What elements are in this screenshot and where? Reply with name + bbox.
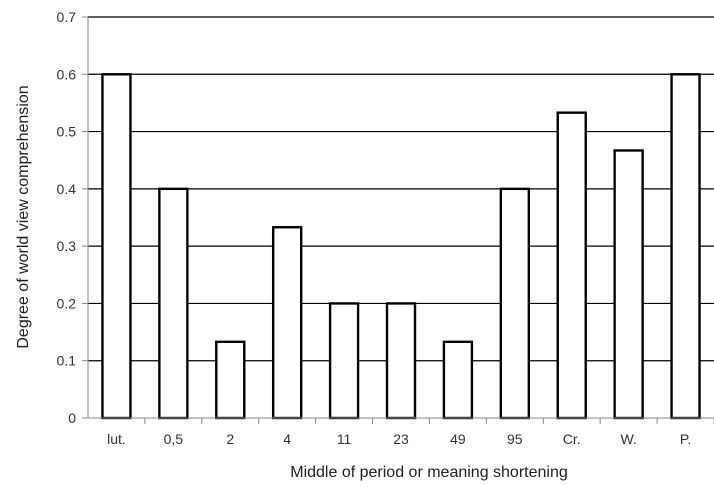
bar [158, 187, 189, 420]
bar [556, 111, 587, 420]
x-tick-label: 4 [283, 431, 291, 447]
x-axis-title: Middle of period or meaning shortening [290, 464, 568, 481]
x-tick-label: 95 [507, 431, 523, 447]
y-tick-labels: 0 0.1 0.2 0.3 0.4 0.5 0.6 0.7 [57, 9, 77, 426]
x-tick-label: 11 [337, 431, 352, 447]
bar [328, 302, 360, 420]
bar [670, 73, 701, 420]
bar [613, 149, 644, 420]
x-tick-label: 2 [226, 431, 234, 447]
x-tick-label: 49 [450, 431, 466, 447]
bar [215, 340, 246, 420]
y-tick-label: 0.3 [57, 238, 77, 254]
gridlines [82, 16, 714, 419]
y-tick-label: 0.6 [57, 66, 77, 82]
bars [101, 73, 701, 420]
bar [271, 226, 303, 420]
y-tick-label: 0 [68, 410, 76, 426]
x-tick-label: lut. [107, 431, 126, 447]
x-tick-label: 23 [393, 431, 409, 447]
x-tick-label: 0,5 [164, 431, 184, 447]
x-tick-labels: lut. 0,5 2 4 11 23 49 95 Cr. W. P. [107, 418, 714, 447]
bar [101, 73, 132, 420]
bar [442, 340, 474, 420]
y-tick-label: 0.5 [57, 124, 77, 140]
axes [87, 17, 714, 419]
y-axis-title: Degree of world view comprehension [15, 85, 32, 348]
y-tick-label: 0.7 [57, 9, 77, 25]
x-tick-label: P. [680, 431, 691, 447]
x-tick-label: W. [620, 431, 636, 447]
x-tick-label: Cr. [563, 431, 581, 447]
y-tick-label: 0.1 [57, 353, 77, 369]
y-tick-label: 0.4 [57, 181, 77, 197]
bar [499, 187, 531, 420]
y-tick-label: 0.2 [57, 295, 77, 311]
bar [385, 302, 417, 420]
